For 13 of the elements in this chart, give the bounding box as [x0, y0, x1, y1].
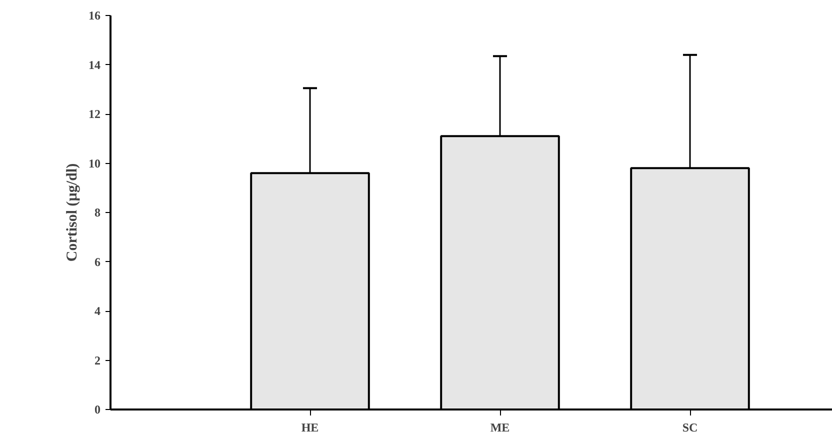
y-tick-label: 6 — [94, 254, 100, 269]
x-tick-label: HE — [301, 420, 319, 434]
x-tick-label: SC — [682, 420, 698, 434]
y-axis-title: Cortisol (µg/dl) — [64, 163, 80, 262]
y-tick-label: 14 — [88, 58, 100, 72]
y-tick-label: 10 — [88, 156, 100, 170]
x-tick-label: ME — [490, 420, 510, 434]
y-tick-label: 16 — [88, 8, 100, 22]
y-tick-label: 4 — [94, 304, 100, 318]
y-tick-label: 2 — [94, 353, 100, 368]
y-tick-label: 8 — [94, 206, 100, 220]
y-tick-label: 0 — [94, 402, 100, 416]
y-tick-label: 12 — [88, 107, 100, 121]
